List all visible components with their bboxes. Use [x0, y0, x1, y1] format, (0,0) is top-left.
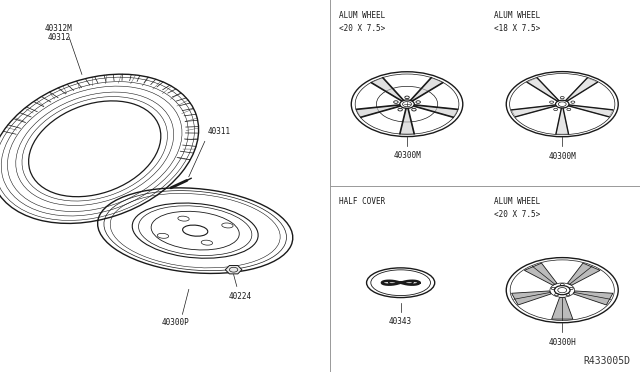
Polygon shape	[400, 109, 414, 134]
Polygon shape	[511, 105, 556, 117]
Text: HALF COVER: HALF COVER	[339, 197, 385, 206]
Text: 40312: 40312	[47, 33, 70, 42]
Polygon shape	[573, 291, 613, 305]
Text: 40312M: 40312M	[45, 24, 73, 33]
Polygon shape	[225, 266, 242, 274]
Text: <20 X 7.5>: <20 X 7.5>	[339, 24, 385, 33]
Text: ALUM WHEEL: ALUM WHEEL	[339, 11, 385, 20]
Polygon shape	[511, 291, 551, 305]
Polygon shape	[552, 298, 573, 319]
Polygon shape	[371, 78, 403, 101]
Text: 40311: 40311	[208, 127, 231, 136]
Polygon shape	[556, 108, 568, 134]
Text: R433005D: R433005D	[584, 356, 630, 366]
Polygon shape	[414, 105, 458, 117]
Polygon shape	[527, 78, 559, 101]
Text: 40300M: 40300M	[548, 151, 576, 161]
Text: <20 X 7.5>: <20 X 7.5>	[494, 210, 540, 219]
Text: 40343: 40343	[389, 317, 412, 326]
Text: 40224: 40224	[228, 292, 252, 301]
Polygon shape	[568, 263, 600, 285]
Polygon shape	[569, 105, 613, 117]
Text: <18 X 7.5>: <18 X 7.5>	[494, 24, 540, 33]
Text: 40300P: 40300P	[162, 318, 190, 327]
Text: 40300H: 40300H	[548, 337, 576, 347]
Polygon shape	[524, 263, 557, 285]
Polygon shape	[566, 78, 597, 101]
Text: ALUM WHEEL: ALUM WHEEL	[494, 11, 540, 20]
Polygon shape	[411, 78, 443, 101]
Text: 40300M: 40300M	[393, 151, 421, 160]
Text: ALUM WHEEL: ALUM WHEEL	[494, 197, 540, 206]
Polygon shape	[356, 105, 400, 117]
